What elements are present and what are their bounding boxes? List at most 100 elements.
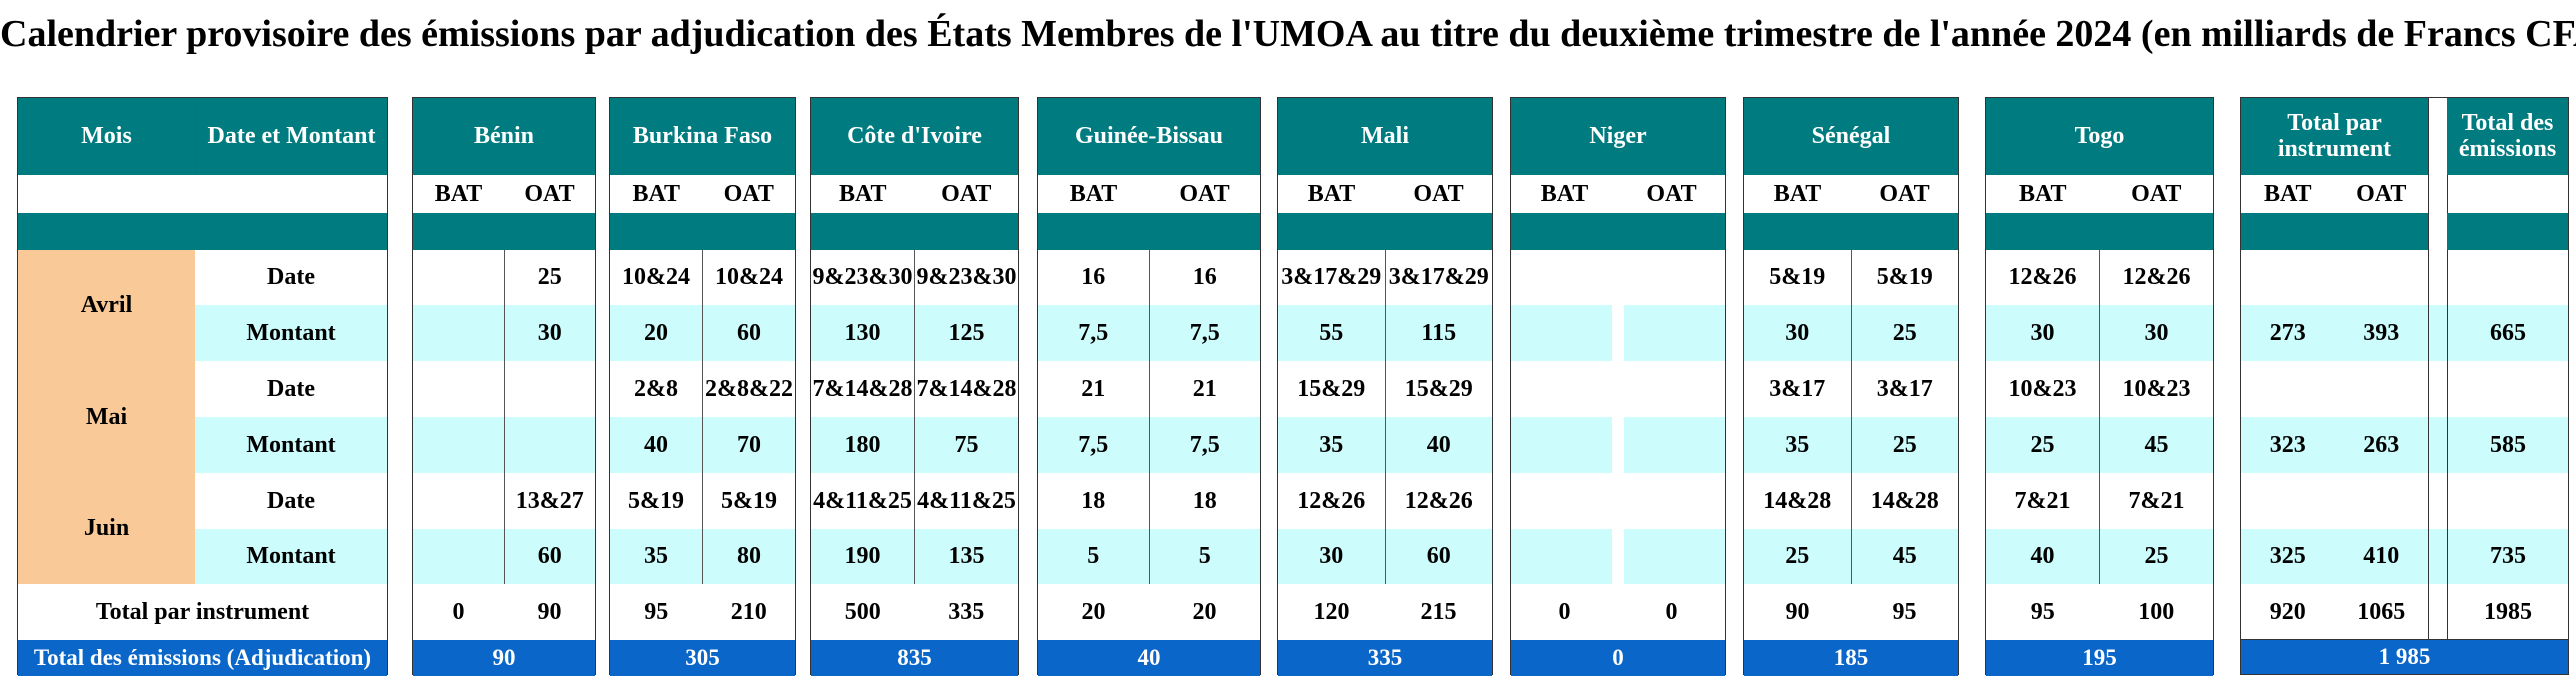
instrument-header-row: BAT OAT — [1278, 175, 1492, 213]
bat-total: 0 — [1511, 584, 1618, 640]
instrument-header-row: BAT OAT — [610, 175, 795, 213]
bat-header: BAT — [2018, 180, 2067, 207]
table-row: 190 135 — [811, 529, 1018, 584]
oat-cell: 5&19 — [702, 473, 795, 529]
country-name: Côte d'Ivoire — [847, 122, 982, 149]
oat-cell: 12&26 — [1384, 473, 1492, 529]
oat-header: OAT — [1179, 180, 1230, 207]
oat-header: OAT — [723, 180, 774, 207]
cell: 1065 — [2334, 584, 2428, 640]
bat-header: BAT — [1307, 180, 1356, 207]
oat-cell: 45 — [1850, 529, 1958, 584]
bat-cell: 12&26 — [1278, 473, 1385, 529]
oat-cell: 7,5 — [1148, 417, 1260, 473]
header-band — [413, 213, 595, 250]
cell: 263 — [2334, 417, 2428, 473]
table-row: 12&26 12&26 — [1278, 473, 1492, 529]
table-row: 2&8 2&8&22 — [610, 361, 795, 417]
bat-cell: 130 — [811, 305, 914, 361]
bat-cell: 15&29 — [1278, 361, 1385, 417]
oat-cell: 80 — [702, 529, 795, 584]
cell — [2241, 361, 2335, 417]
grand-total-row: 835 — [811, 640, 1018, 676]
bat-header: BAT — [1540, 180, 1589, 207]
cell — [2241, 473, 2335, 529]
table-row: 35 80 — [610, 529, 795, 584]
cell — [2241, 250, 2335, 305]
oat-cell — [503, 361, 595, 417]
table-row: 3&17 3&17 — [1744, 361, 1958, 417]
totals-row: 90 95 — [1744, 584, 1958, 640]
mois-header: Mois — [81, 122, 132, 149]
bat-cell — [413, 361, 504, 417]
table-row: 25 45 — [1986, 417, 2213, 473]
oat-cell — [1624, 250, 1725, 305]
oat-cell: 25 — [1850, 417, 1958, 473]
grand-total-row: 90 — [413, 640, 595, 676]
table-row: 25 45 — [1744, 529, 1958, 584]
table-row: 273 393 — [2241, 305, 2428, 361]
table-row: 30 60 — [1278, 529, 1492, 584]
grand-total-row: 0 — [1511, 640, 1725, 676]
table-row: 10&24 10&24 — [610, 250, 795, 305]
table-row: 40 25 — [1986, 529, 2213, 584]
cell — [2334, 361, 2428, 417]
header-band — [610, 213, 795, 250]
oat-cell: 4&11&25 — [914, 473, 1018, 529]
table-row: 21 21 — [1038, 361, 1260, 417]
country-block-mali: Mali BAT OAT 3&17&29 3&17&29 55 115 15&29 15&29 3… — [1277, 97, 1493, 676]
date-label: Date — [195, 473, 387, 529]
country-grand-total: 90 — [492, 645, 516, 670]
bat-cell: 5&19 — [1744, 250, 1851, 305]
bat-cell — [413, 305, 504, 361]
oat-header: OAT — [1879, 180, 1930, 207]
bat-cell: 35 — [610, 529, 702, 584]
oat-cell: 75 — [914, 417, 1018, 473]
table-row: 14&28 14&28 — [1744, 473, 1958, 529]
oat-cell — [1624, 361, 1725, 417]
bat-total: 20 — [1038, 584, 1149, 640]
bat-cell: 30 — [1986, 305, 2099, 361]
instrument-header-row: BAT OAT — [811, 175, 1018, 213]
cell: 273 — [2241, 305, 2335, 361]
instrument-header-row: BAT OAT — [413, 175, 595, 213]
total-instrument-label: Total par instrument — [18, 584, 387, 640]
bat-cell — [413, 473, 504, 529]
total-emissions-title: Total des émissions — [2458, 110, 2557, 162]
grand-total-row: 195 — [1986, 640, 2213, 676]
country-block-s-n-gal: Sénégal BAT OAT 5&19 5&19 30 25 3&17 3&17 35 25 14&… — [1743, 97, 1959, 676]
instrument-header-row: BAT OAT — [1744, 175, 1958, 213]
country-header: Burkina Faso — [610, 98, 795, 175]
table-row — [1511, 473, 1725, 529]
table-row: 5&19 5&19 — [610, 473, 795, 529]
oat-cell: 7&14&28 — [914, 361, 1018, 417]
header-band — [2429, 213, 2568, 250]
total-instrument-header: Total par instrument — [2241, 98, 2428, 175]
table-row: 323 263 — [2241, 417, 2428, 473]
cell: 920 — [2241, 584, 2335, 640]
oat-cell: 10&24 — [702, 250, 795, 305]
bat-header: BAT — [434, 180, 483, 207]
total-instrument-title: Total par instrument — [2277, 110, 2392, 162]
table-row: 7,5 7,5 — [1038, 417, 1260, 473]
bat-cell: 5&19 — [610, 473, 702, 529]
bat-cell: 7,5 — [1038, 305, 1149, 361]
table-row: 12&26 12&26 — [1986, 250, 2213, 305]
oat-cell: 7&21 — [2099, 473, 2213, 529]
totals-row: 500 335 — [811, 584, 1018, 640]
country-name: Togo — [2074, 122, 2125, 149]
oat-total: 0 — [1618, 584, 1725, 640]
country-header: Togo — [1986, 98, 2213, 175]
oat-cell — [1624, 417, 1725, 473]
bat-cell: 25 — [1744, 529, 1851, 584]
table-row: 55 115 — [1278, 305, 1492, 361]
bat-cell — [1511, 250, 1612, 305]
oat-cell: 3&17 — [1850, 361, 1958, 417]
country-header: Niger — [1511, 98, 1725, 175]
bat-cell: 7,5 — [1038, 417, 1149, 473]
oat-cell: 13&27 — [503, 473, 595, 529]
oat-cell — [1624, 305, 1725, 361]
country-block-niger: Niger BAT OAT 0 0 0 — [1510, 97, 1726, 676]
country-header: Côte d'Ivoire — [811, 98, 1018, 175]
